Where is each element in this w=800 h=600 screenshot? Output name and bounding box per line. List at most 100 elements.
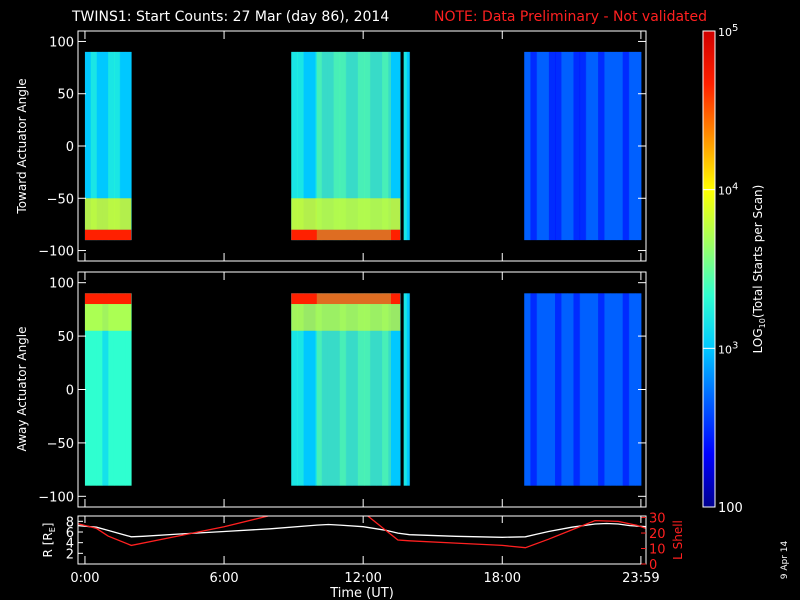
toward-texture-stripe xyxy=(561,51,568,241)
toward-hot-edge xyxy=(84,229,132,241)
toward-texture-stripe xyxy=(382,51,389,241)
toward-texture-stripe xyxy=(579,51,587,241)
away-texture-stripe xyxy=(598,293,605,486)
radius-label-base: R [R xyxy=(41,532,55,557)
ytick-label: 0 xyxy=(66,384,74,399)
away-texture-stripe xyxy=(125,293,132,486)
away-axis-label: Away Actuator Angle xyxy=(15,326,29,451)
toward-texture-stripe xyxy=(297,51,304,241)
panel-away: 100 50 0 −50 −100 Away Actuator Angle xyxy=(15,271,647,508)
toward-texture-stripe xyxy=(555,51,562,241)
toward-texture-stripe xyxy=(604,51,611,241)
orbit-lines xyxy=(78,516,646,549)
xtick-label: 0:00 xyxy=(70,571,99,586)
heatmap-away xyxy=(84,293,642,486)
toward-texture-stripe xyxy=(403,51,408,241)
away-enhancement-band xyxy=(316,293,391,486)
ytick-label: 100 xyxy=(49,35,74,50)
colorbar-ticks: 105 104 103 100 xyxy=(703,23,743,516)
lshell-tick-label: 30 xyxy=(649,512,666,527)
away-texture-stripe xyxy=(96,293,103,486)
away-texture-stripe xyxy=(585,293,593,486)
away-texture-stripe xyxy=(84,293,92,486)
toward-texture-stripe xyxy=(113,51,121,241)
colorbar: 105 104 103 100 LOG10(Total Starts per Scan… xyxy=(702,23,767,516)
toward-texture-stripe xyxy=(315,51,323,241)
away-texture-stripe xyxy=(297,293,304,486)
toward-texture-stripe xyxy=(90,51,98,241)
heatmap-toward xyxy=(84,51,642,241)
toward-texture-stripe xyxy=(363,51,371,241)
colorbar-tick-label: 105 xyxy=(718,23,738,39)
away-warm-band xyxy=(291,304,401,331)
toward-texture-stripe xyxy=(388,51,395,241)
away-texture-stripe xyxy=(102,293,109,486)
toward-texture-stripe xyxy=(598,51,605,241)
away-texture-stripe xyxy=(561,293,568,486)
away-texture-stripe xyxy=(536,293,544,486)
ytick-label: −100 xyxy=(38,490,74,505)
away-texture-stripe xyxy=(345,293,353,486)
ytick-label: 50 xyxy=(57,330,74,345)
toward-texture-stripe xyxy=(616,51,624,241)
toward-texture-stripe xyxy=(327,51,335,241)
xtick-label: 12:00 xyxy=(344,571,381,586)
time-axis-label: Time (UT) xyxy=(329,586,394,600)
away-texture-stripe xyxy=(321,293,329,486)
toward-texture-stripe xyxy=(357,51,365,241)
away-texture-stripe xyxy=(333,293,341,486)
toward-texture-stripe xyxy=(542,51,550,241)
toward-warm-band xyxy=(291,198,401,230)
lshell-tick-label: 10 xyxy=(649,543,666,558)
xtick-label: 6:00 xyxy=(209,571,238,586)
toward-texture-stripe xyxy=(339,51,347,241)
toward-texture-stripe xyxy=(321,51,329,241)
radius-tick-label: 4 xyxy=(66,537,74,552)
away-texture-stripe xyxy=(315,293,323,486)
toward-texture-stripe xyxy=(345,51,353,241)
away-texture-stripe xyxy=(616,293,624,486)
toward-texture-stripe xyxy=(622,51,630,241)
away-texture-stripe xyxy=(610,293,618,486)
toward-texture-stripe xyxy=(84,51,92,241)
away-texture-stripe xyxy=(591,293,599,486)
away-hot-edge xyxy=(291,293,401,305)
radius-tick-label: 6 xyxy=(66,526,74,541)
away-texture-stripe xyxy=(403,293,408,486)
away-texture-stripe xyxy=(90,293,98,486)
toward-texture-stripe xyxy=(102,51,109,241)
away-texture-stripe xyxy=(339,293,347,486)
away-texture-stripe xyxy=(351,293,359,486)
figure-title: TWINS1: Start Counts: 27 Mar (day 86), 2… xyxy=(71,9,389,25)
away-texture-stripe xyxy=(388,293,395,486)
radius-axis-label: R [RE] xyxy=(41,523,57,558)
toward-texture-stripe xyxy=(628,51,636,241)
yaxis-toward: 100 50 0 −50 −100 xyxy=(38,35,646,260)
colorbar-label-sub: 10 xyxy=(758,318,767,328)
away-texture-stripe xyxy=(524,293,531,486)
away-texture-stripe xyxy=(573,293,581,486)
toward-texture-stripe xyxy=(567,51,574,241)
away-texture-stripe xyxy=(119,293,127,486)
toward-texture-stripe xyxy=(369,51,377,241)
toward-texture-stripe xyxy=(96,51,103,241)
toward-texture-stripe xyxy=(333,51,341,241)
colorbar-label: LOG10(Total Starts per Scan) xyxy=(751,185,767,354)
away-warm-band xyxy=(84,304,132,331)
toward-texture-stripe xyxy=(548,51,556,241)
colorbar-tick-label: 104 xyxy=(718,182,738,198)
date-stamp: 9 Apr 14 xyxy=(780,540,790,579)
ytick-label: −50 xyxy=(47,192,74,207)
toward-texture-stripe xyxy=(585,51,593,241)
away-texture-stripe xyxy=(548,293,556,486)
toward-axis-label: Toward Actuator Angle xyxy=(15,78,29,214)
away-texture-stripe xyxy=(327,293,335,486)
lshell-tick-label: 0 xyxy=(649,558,657,573)
away-texture-stripe xyxy=(579,293,587,486)
away-texture-stripe xyxy=(113,293,121,486)
toward-hot-edge xyxy=(291,229,401,241)
away-texture-stripe xyxy=(363,293,371,486)
away-texture-stripe xyxy=(376,293,383,486)
